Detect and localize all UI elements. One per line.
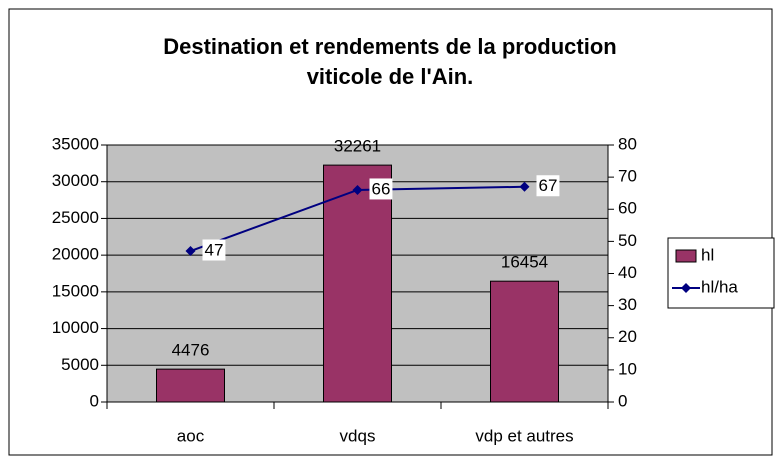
bar: [323, 164, 392, 403]
bar-value-label: 32261: [334, 137, 381, 156]
bar: [490, 280, 559, 403]
line-value-label: 67: [539, 176, 558, 195]
bar-value-label: 16454: [501, 253, 548, 272]
y-tick-label: 0: [90, 391, 99, 410]
x-tick-label: vdqs: [340, 426, 376, 445]
line-marker: [352, 184, 363, 195]
y-tick-label: 10000: [52, 318, 99, 337]
y-tick-label: 20000: [52, 245, 99, 264]
bar-value-label: 4476: [172, 341, 210, 360]
label-box: [369, 178, 393, 200]
y2-tick-label: 10: [618, 359, 637, 378]
line-marker: [519, 181, 530, 192]
x-tick-label: vdp et autres: [475, 426, 573, 445]
y2-tick-label: 30: [618, 295, 637, 314]
y-tick-label: 25000: [52, 208, 99, 227]
line-value-label: 66: [372, 179, 391, 198]
y2-tick-label: 60: [618, 199, 637, 218]
legend-swatch: [675, 249, 697, 263]
y-tick-label: 30000: [52, 171, 99, 190]
chart-title: viticole de l'Ain.: [307, 64, 474, 89]
y2-tick-label: 40: [618, 263, 637, 282]
y-tick-label: 5000: [61, 355, 99, 374]
line-marker: [185, 246, 196, 257]
label-box: [536, 175, 560, 197]
legend-box: [667, 237, 775, 309]
y-tick-label: 35000: [52, 134, 99, 153]
chart-title: Destination et rendements de la producti…: [163, 34, 617, 59]
label-box: [202, 239, 226, 261]
y2-tick-label: 70: [618, 167, 637, 186]
y2-tick-label: 0: [618, 391, 627, 410]
y-tick-label: 15000: [52, 281, 99, 300]
legend-label: hl/ha: [701, 277, 738, 296]
legend-marker: [681, 283, 691, 293]
x-tick-label: aoc: [177, 426, 205, 445]
bar: [156, 368, 225, 403]
y2-tick-label: 50: [618, 231, 637, 250]
y2-tick-label: 80: [618, 134, 637, 153]
legend-label: hl: [701, 245, 714, 264]
line-value-label: 47: [205, 240, 224, 259]
y2-tick-label: 20: [618, 327, 637, 346]
